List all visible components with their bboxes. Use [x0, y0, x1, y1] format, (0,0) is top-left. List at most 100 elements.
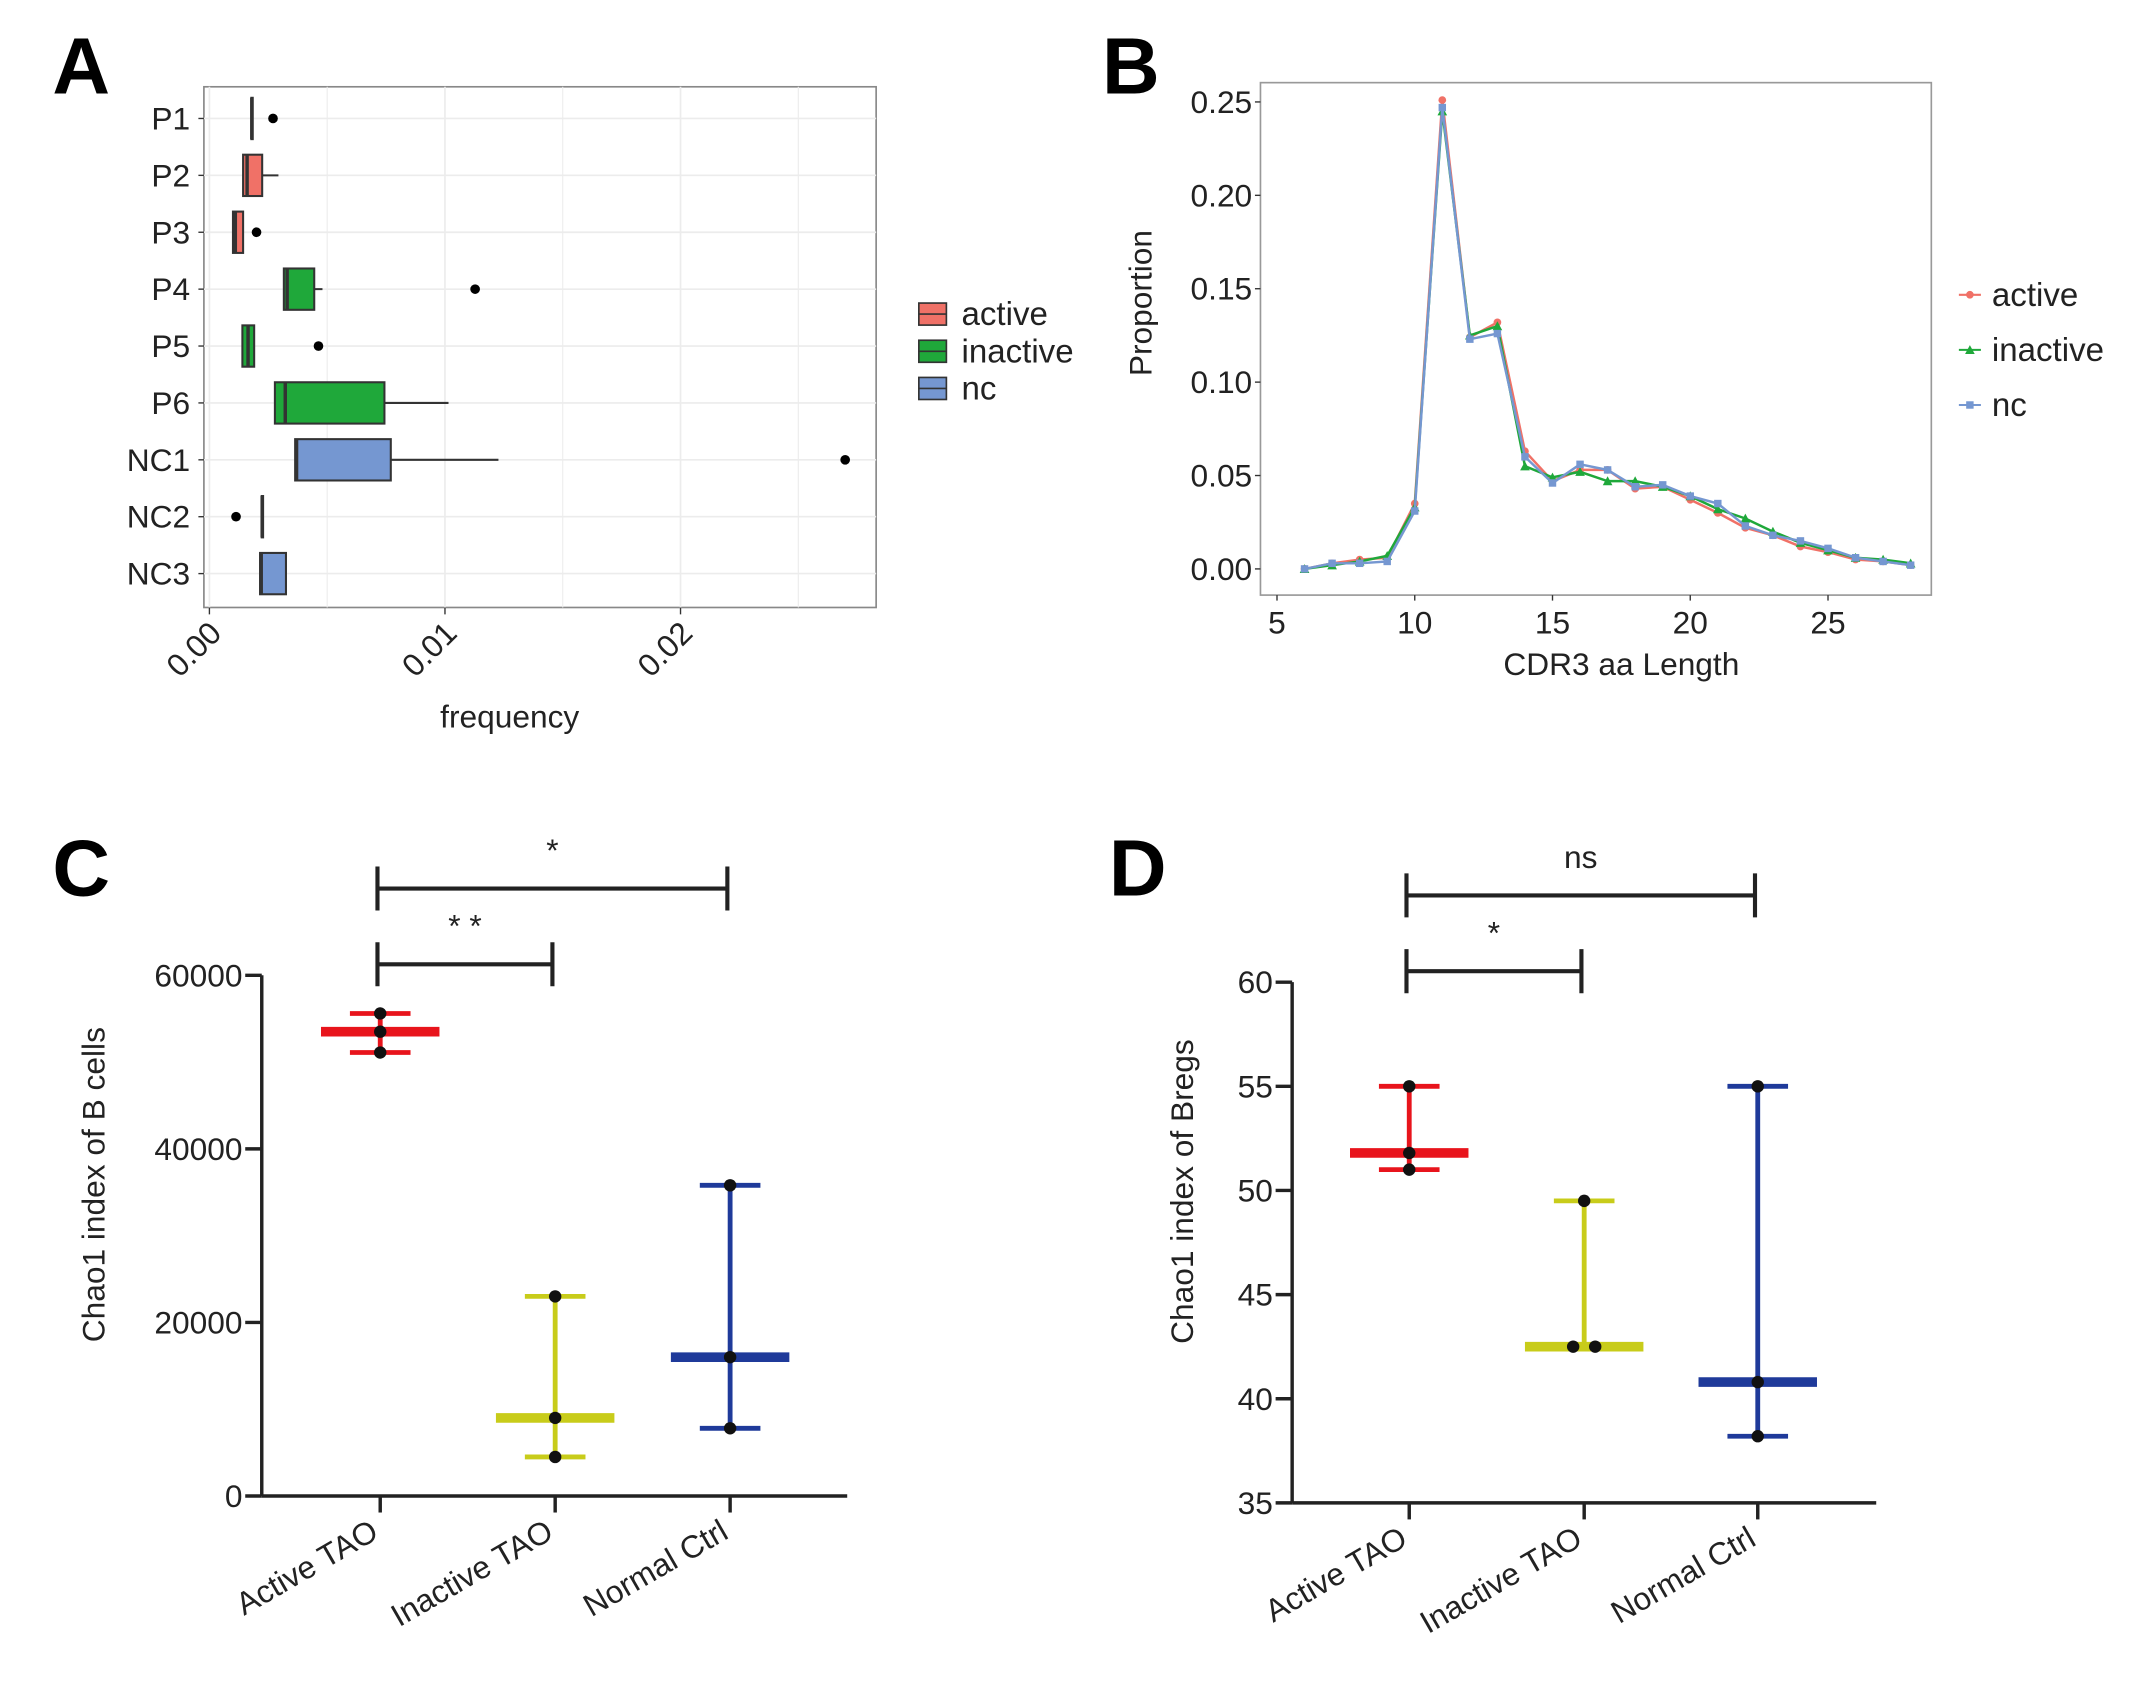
data-point	[548, 1290, 562, 1303]
data-point	[1751, 1430, 1764, 1443]
outlier-point	[313, 341, 324, 351]
data-point-nc	[1383, 557, 1391, 566]
outlier-point	[251, 227, 262, 238]
data-point-nc	[1466, 335, 1474, 343]
data-point-inactive	[1492, 321, 1503, 331]
x-tick-label: 25	[1810, 605, 1845, 641]
data-point-nc	[1879, 557, 1887, 566]
data-point-nc	[1631, 483, 1639, 491]
data-point-inactive	[1712, 504, 1723, 514]
plot-area	[1259, 81, 1933, 596]
outlier-point	[470, 284, 480, 294]
y-tick-label: 55	[1238, 1068, 1273, 1104]
y-tick-label: 40000	[154, 1131, 242, 1167]
data-point	[1751, 1375, 1764, 1389]
y-tick-label: 0.10	[1191, 364, 1253, 400]
x-tick-label: Normal Ctrl	[577, 1512, 734, 1623]
data-point-inactive	[1520, 461, 1530, 471]
data-point	[723, 1350, 737, 1364]
significance-label: * *	[448, 908, 481, 944]
y-axis-title: Chao1 index of B cells	[76, 1027, 112, 1342]
data-point	[723, 1422, 737, 1435]
data-point	[548, 1411, 562, 1425]
y-tick-label: 0.05	[1191, 458, 1253, 494]
data-point-nc	[1411, 507, 1419, 515]
data-point-nc	[1769, 531, 1777, 540]
y-tick-label: 0.25	[1191, 84, 1253, 120]
y-tick-label: 40	[1238, 1381, 1273, 1417]
data-point	[1589, 1340, 1602, 1353]
data-point-nc	[1603, 466, 1612, 474]
y-tick-label: 20000	[154, 1304, 242, 1340]
data-point	[1403, 1080, 1416, 1093]
panel-c-dot-plot: 0 20000 40000 60000 Chao1 index of B cells Ac…	[76, 832, 848, 1633]
data-point-nc	[1658, 481, 1667, 489]
x-tick-label: 0.00	[159, 615, 228, 684]
x-tick-label: Active TAO	[1259, 1519, 1413, 1629]
data-point-nc	[1576, 460, 1584, 469]
data-point-nc	[1851, 553, 1860, 562]
data-point-nc	[1493, 329, 1502, 338]
x-tick-label: Normal Ctrl	[1605, 1519, 1762, 1630]
data-point-nc	[1906, 561, 1915, 569]
x-tick-label: 0.01	[395, 615, 464, 684]
data-point-inactive	[1575, 466, 1585, 476]
x-tick-label: 15	[1535, 605, 1570, 641]
data-point	[1577, 1194, 1591, 1208]
outlier-point	[840, 454, 851, 465]
data-point-nc	[1355, 559, 1364, 568]
data-point	[1403, 1163, 1416, 1176]
data-point	[723, 1179, 737, 1192]
legend-label-active: active	[1992, 277, 2078, 314]
data-point	[1403, 1146, 1416, 1160]
y-tick-label: P1	[151, 100, 190, 136]
legend-label-nc: nc	[962, 370, 997, 407]
plot-area	[203, 85, 877, 609]
x-axis-title: frequency	[440, 698, 579, 734]
data-point	[374, 1046, 387, 1059]
legend-marker-active	[1966, 290, 1974, 299]
data-point-nc	[1686, 492, 1694, 500]
y-tick-label: P2	[151, 157, 190, 193]
y-tick-label: NC2	[127, 499, 190, 535]
data-point	[1566, 1340, 1580, 1353]
data-point	[1751, 1080, 1764, 1093]
panel-label-d: D	[1109, 823, 1167, 912]
legend-marker-inactive	[1965, 345, 1975, 355]
box-p3	[231, 210, 245, 254]
y-tick-label: P6	[151, 385, 190, 421]
y-tick-label: 0	[225, 1478, 243, 1514]
data-point-nc	[1300, 565, 1309, 573]
significance-label: ns	[1564, 839, 1597, 875]
y-tick-label: 60	[1238, 964, 1273, 1000]
data-point-nc	[1796, 537, 1805, 545]
panel-label-a: A	[52, 22, 110, 111]
box-p6	[273, 381, 386, 425]
data-point	[548, 1450, 562, 1464]
data-point	[374, 1025, 387, 1038]
y-axis-title: Chao1 index of Bregs	[1164, 1039, 1200, 1344]
data-point-inactive	[1602, 476, 1613, 486]
legend-label-inactive: inactive	[1992, 332, 2104, 369]
data-point-active	[1438, 96, 1447, 104]
outlier-point	[268, 113, 278, 124]
data-point-nc	[1438, 103, 1447, 112]
data-point-nc	[1824, 544, 1832, 553]
x-axis-title: CDR3 aa Length	[1503, 646, 1739, 682]
y-tick-label: 45	[1238, 1277, 1273, 1313]
legend-label-inactive: inactive	[962, 333, 1074, 370]
legend-label-nc: nc	[1992, 387, 2027, 424]
panel-b-line-chart: 0.00 0.05 0.10 0.15 0.20 0.25 5 10 15 20 25 CDR3 aa…	[1123, 81, 2104, 682]
significance-label: *	[546, 832, 558, 868]
data-point-nc	[1328, 559, 1336, 568]
x-tick-label: Inactive TAO	[385, 1512, 559, 1633]
y-tick-label: 0.00	[1191, 551, 1253, 587]
legend-label-active: active	[962, 296, 1048, 333]
box-p4	[282, 267, 316, 311]
x-tick-label: 10	[1397, 605, 1432, 641]
y-tick-label: NC3	[127, 556, 190, 592]
y-tick-label: NC1	[127, 442, 190, 478]
data-point-nc	[1521, 453, 1529, 461]
y-tick-label: 0.15	[1191, 271, 1253, 307]
y-tick-label: 35	[1238, 1485, 1273, 1521]
